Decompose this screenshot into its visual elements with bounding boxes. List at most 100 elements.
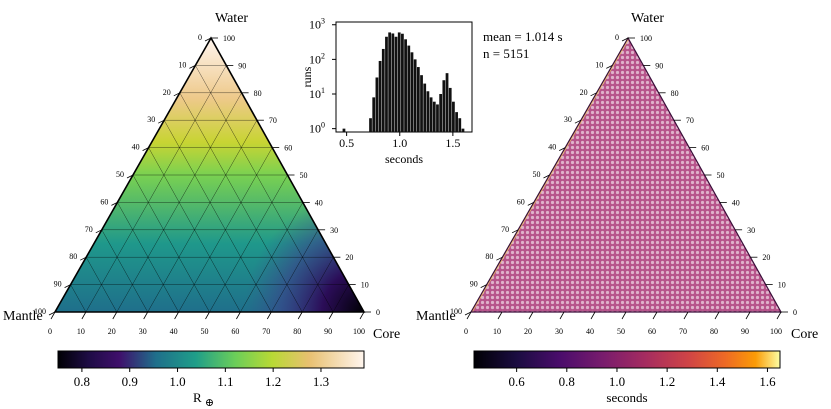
tick-label-left: 50 [533,170,541,179]
colorbar-runtime-gradient [473,350,781,369]
colorbar-radius-label-sub: ⊕ [205,397,214,409]
histogram-bar [436,104,439,132]
histogram-bar [385,36,388,133]
grid-line [209,174,288,312]
histogram-bar [455,112,458,132]
tick-mark-left [527,202,534,206]
tick-mark-left [189,65,196,69]
tick-label-right: 100 [223,34,235,43]
tick-mark-left [111,202,118,206]
tick-mark-bottom [328,311,334,320]
tick-label-right: 70 [686,116,694,125]
colorbar-tick-label: 1.6 [759,374,776,389]
histogram-bar [369,118,372,132]
tick-mark-bottom [683,311,689,320]
tick-label-right: 70 [269,116,277,125]
histogram-xtick-label: 0.5 [339,136,354,150]
histogram-ytick-exponent: 2 [321,51,325,60]
tick-label-right: 10 [778,281,786,290]
colorbar-runtime-ticks: 0.6 0.8 1.0 1.2 1.4 1.6 [509,368,776,389]
tick-mark-left [496,256,503,261]
tick-label-left: 100 [34,307,46,316]
tick-label-bottom: 30 [139,327,147,336]
grid-line [195,65,334,312]
histogram-xtick-label: 1.0 [392,136,407,150]
histogram-bar [404,39,407,132]
tick-label-right: 30 [330,226,338,235]
tick-label-left: 0 [198,33,202,42]
tick-label-bottom: 50 [201,327,209,336]
tick-mark-left [590,92,597,97]
tick-mark-left [543,174,550,179]
tick-mark-bottom [776,311,782,320]
tick-label-bottom: 60 [231,327,239,336]
tick-mark-bottom [359,311,365,320]
colorbar-tick-label: 0.8 [74,374,90,389]
colorbar-tick-label: 0.9 [122,374,138,389]
tick-label-right: 60 [284,144,292,153]
histogram-bar [416,67,420,132]
tick-label-bottom: 70 [262,327,270,336]
tick-mark-left [621,37,629,42]
tick-label-left: 70 [85,225,93,234]
vertex-label-mantle: Mantle [416,309,456,324]
tick-label-left: 90 [54,280,62,289]
histogram-xtick-label: 1.5 [445,136,460,150]
grid-line [164,120,272,312]
tick-mark-left [64,284,71,288]
tick-mark-left [204,37,212,42]
tick-label-left: 20 [163,88,171,97]
tick-label-right: 40 [732,198,740,207]
colorbar-tick-label: 1.1 [217,374,233,389]
colorbar-tick-label: 0.6 [509,374,526,389]
colorbar-radius: 0.8 0.9 1.0 1.1 1.2 1.3 R ⊕ [57,350,365,409]
tick-mark-left [464,311,472,316]
colorbar-tick-label: 0.8 [559,374,575,389]
tick-mark-left [126,174,134,179]
tick-label-bottom: 40 [586,327,594,336]
colorbar-runtime: 0.6 0.8 1.0 1.2 1.4 1.6 seconds [473,350,781,405]
tick-label-right: 90 [238,61,246,70]
histogram-xlabel: seconds [385,152,423,166]
vertex-label-water: Water [631,11,664,26]
tick-label-right: 20 [762,253,770,262]
histogram-bar [458,118,462,132]
tick-label-bottom: 90 [324,327,332,336]
tick-label-bottom: 90 [741,327,749,336]
colorbar-tick-label: 1.0 [609,374,625,389]
histogram-ylabel: runs [300,66,314,87]
tick-label-right: 80 [254,89,262,98]
tick-label-left: 50 [116,170,124,179]
tick-label-bottom: 60 [648,327,656,336]
tick-label-left: 90 [470,280,478,289]
colorbar-tick-label: 1.2 [659,374,675,389]
tick-mark-left [95,229,102,234]
tick-label-left: 80 [485,252,493,261]
tick-mark-bottom [112,311,118,320]
tick-label-left: 40 [132,143,140,152]
colorbar-tick-label: 1.2 [265,374,281,389]
tick-label-bottom: 100 [770,327,782,336]
ternary-dot-texture [471,38,781,312]
histogram-ytick-exponent: 0 [321,121,325,130]
histogram-ytick-exponent: 3 [321,17,325,26]
tick-mark-bottom [236,311,241,320]
tick-label-bottom: 0 [48,327,52,336]
tick-label-left: 10 [595,60,603,69]
histogram-bar [410,52,414,132]
vertex-label-mantle: Mantle [3,309,43,324]
grid-line [70,284,87,312]
grid-line [132,174,210,312]
tick-mark-left [80,256,87,261]
colorbar-radius-label: R ⊕ [193,390,214,409]
histogram-bar [420,75,423,132]
tick-label-left: 60 [100,197,108,206]
tick-label-left: 30 [147,115,155,124]
grid-line [332,284,349,312]
tick-mark-bottom [174,311,179,320]
tick-label-bottom: 10 [77,327,85,336]
tick-mark-left [173,92,180,97]
